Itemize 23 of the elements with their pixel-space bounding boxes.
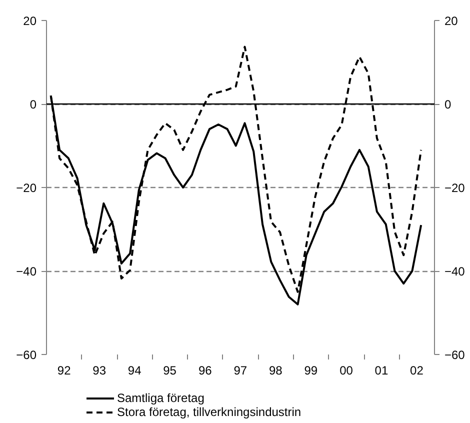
x-tick-label: 92 bbox=[57, 364, 72, 378]
legend-label: Stora företag, tillverkningsindustrin bbox=[117, 405, 302, 419]
y-tick-label: −40 bbox=[16, 264, 37, 278]
x-tick-label: 95 bbox=[163, 364, 177, 378]
y2-tick-label: 0 bbox=[444, 98, 452, 112]
y2-tick-label: −60 bbox=[444, 348, 466, 362]
y-tick-label: 0 bbox=[30, 98, 37, 112]
y-tick-label: 20 bbox=[23, 14, 37, 28]
y2-tick-label: 20 bbox=[444, 14, 458, 28]
x-tick-label: 99 bbox=[304, 364, 318, 378]
x-tick-label: 94 bbox=[128, 364, 142, 378]
x-tick-label: 97 bbox=[234, 364, 248, 378]
x-tick-label: 01 bbox=[374, 364, 388, 378]
y2-tick-label: −40 bbox=[444, 264, 466, 278]
y-tick-label: −20 bbox=[16, 181, 37, 195]
legend-label: Samtliga företag bbox=[117, 391, 204, 405]
x-tick-label: 98 bbox=[268, 364, 283, 378]
y2-tick-label: −20 bbox=[444, 181, 466, 195]
x-tick-label: 96 bbox=[198, 364, 212, 378]
x-tick-label: 02 bbox=[410, 364, 424, 378]
x-tick-label: 00 bbox=[340, 364, 354, 378]
x-tick-label: 93 bbox=[92, 364, 106, 378]
y-tick-label: −60 bbox=[16, 348, 37, 362]
